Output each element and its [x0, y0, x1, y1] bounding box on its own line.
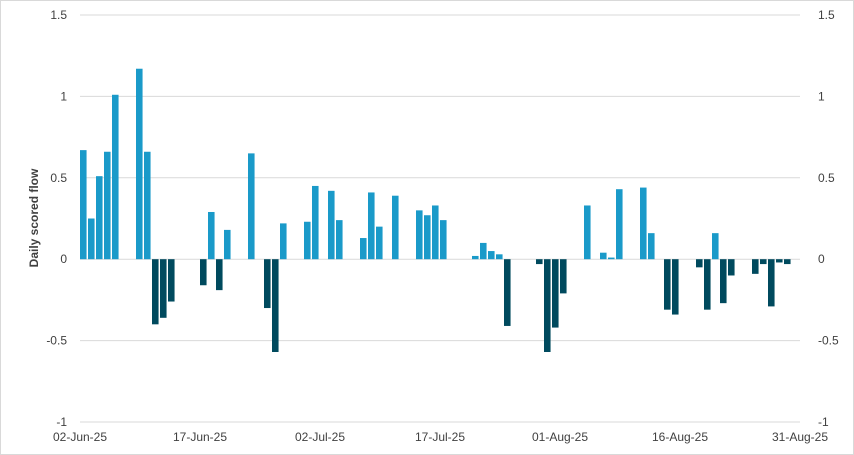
y-tick-label-left: 1 — [60, 89, 67, 103]
bar — [152, 259, 159, 325]
bar — [312, 185, 319, 260]
gridlines — [80, 14, 800, 423]
bar — [608, 257, 615, 260]
bar — [432, 205, 439, 260]
bar — [376, 226, 383, 260]
bar — [728, 259, 735, 276]
bar — [752, 259, 759, 274]
x-tick-label: 31-Aug-25 — [772, 430, 828, 444]
bars — [80, 68, 791, 352]
x-tick-label: 02-Jul-25 — [295, 430, 345, 444]
y-axis-left: -1 -0.5 0 0.5 1 1.5 — [46, 8, 67, 429]
y-tick-label-right: 0.5 — [818, 171, 835, 185]
x-tick-label: 01-Aug-25 — [532, 430, 588, 444]
bar — [96, 176, 103, 260]
y-tick-label-left: -0.5 — [46, 334, 67, 348]
bar — [488, 251, 495, 260]
bar — [552, 259, 559, 328]
bar — [104, 151, 111, 260]
x-axis: 02-Jun-25 17-Jun-25 02-Jul-25 17-Jul-25 01-A… — [53, 430, 828, 444]
bar — [160, 259, 167, 318]
bar — [168, 259, 175, 302]
y-tick-label-right: -1 — [818, 415, 829, 429]
y-tick-label-right: 1 — [818, 89, 825, 103]
y-axis-right: -1 -0.5 0 0.5 1 1.5 — [818, 8, 839, 429]
bar — [544, 259, 551, 352]
bar — [640, 187, 647, 260]
y-tick-label-left: 1.5 — [50, 8, 67, 22]
bar — [600, 252, 607, 260]
bar — [416, 210, 423, 260]
bar — [712, 233, 719, 260]
bar — [88, 218, 95, 260]
bar — [216, 259, 223, 291]
x-tick-label: 17-Jul-25 — [415, 430, 465, 444]
bar — [336, 220, 343, 260]
bar — [504, 259, 511, 326]
bar — [776, 259, 783, 263]
bar — [200, 259, 207, 286]
bar — [224, 229, 231, 260]
bar — [480, 242, 487, 260]
y-tick-label-right: 1.5 — [818, 8, 835, 22]
y-tick-label-left: 0 — [60, 252, 67, 266]
bar — [760, 259, 767, 265]
bar — [360, 238, 367, 260]
bar — [536, 259, 543, 265]
bar — [440, 220, 447, 260]
bar — [304, 221, 311, 260]
bar — [208, 211, 215, 260]
bar — [720, 259, 727, 304]
bar — [696, 259, 703, 268]
bar — [768, 259, 775, 307]
bar — [560, 259, 567, 294]
bar — [280, 223, 287, 260]
bar — [136, 68, 143, 260]
bar — [112, 94, 119, 260]
x-tick-label: 17-Jun-25 — [173, 430, 227, 444]
bar — [424, 215, 431, 260]
bar — [704, 259, 711, 310]
y-tick-label-left: 0.5 — [50, 171, 67, 185]
bar — [80, 150, 87, 260]
bar — [248, 153, 255, 260]
bar — [392, 195, 399, 260]
bar — [496, 254, 503, 260]
bar — [368, 192, 375, 260]
bar — [328, 190, 335, 260]
y-axis-label: Daily scored flow — [27, 168, 41, 267]
bar — [472, 255, 479, 260]
bar — [664, 259, 671, 310]
bar — [648, 233, 655, 260]
bar — [144, 151, 151, 260]
bar — [784, 259, 791, 265]
x-tick-label: 16-Aug-25 — [652, 430, 708, 444]
bar — [672, 259, 679, 315]
bar — [616, 189, 623, 260]
bar — [584, 205, 591, 260]
x-tick-label: 02-Jun-25 — [53, 430, 107, 444]
bar — [272, 259, 279, 352]
y-tick-label-left: -1 — [56, 415, 67, 429]
y-tick-label-right: -0.5 — [818, 334, 839, 348]
y-tick-label-right: 0 — [818, 252, 825, 266]
bar — [264, 259, 271, 309]
